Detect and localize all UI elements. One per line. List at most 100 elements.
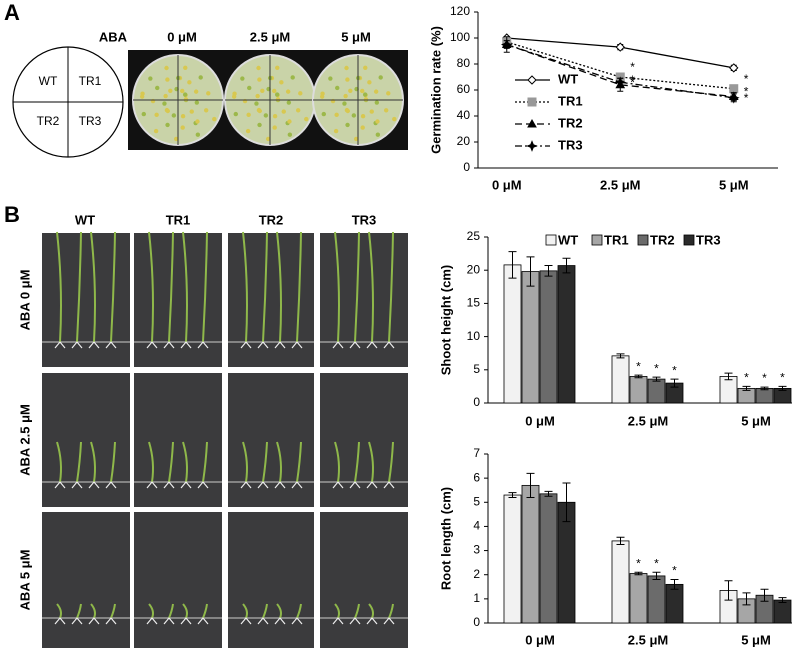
genotype-label: TR2 xyxy=(259,212,284,227)
seed xyxy=(198,75,203,80)
y-tick-label: 120 xyxy=(450,4,470,18)
x-tick-label: 2.5 μM xyxy=(628,632,668,647)
line xyxy=(506,43,734,99)
root xyxy=(71,617,83,625)
root xyxy=(349,617,361,625)
shoot xyxy=(388,231,394,343)
seed xyxy=(257,108,262,114)
shoot xyxy=(276,231,282,343)
error-bar xyxy=(562,257,571,274)
shoot xyxy=(276,441,282,483)
root xyxy=(257,341,269,349)
seed xyxy=(195,119,200,124)
shoot xyxy=(148,231,154,343)
y-tick-label: 3 xyxy=(473,543,480,557)
seed xyxy=(386,91,391,96)
photo xyxy=(42,512,130,648)
shoot xyxy=(296,603,302,619)
root xyxy=(291,481,303,489)
seedling-photos xyxy=(42,231,408,648)
seed xyxy=(378,75,383,80)
seed xyxy=(333,128,339,134)
seed xyxy=(279,80,284,85)
y-tick-label: 100 xyxy=(450,30,470,44)
root xyxy=(180,481,192,489)
seed xyxy=(203,108,209,113)
seed xyxy=(246,112,251,118)
seed xyxy=(342,101,347,106)
shoot xyxy=(368,231,374,343)
seed xyxy=(247,85,252,91)
root xyxy=(105,481,117,489)
significance: * xyxy=(630,75,635,89)
seed xyxy=(141,111,146,117)
bar xyxy=(611,540,630,624)
y-tick-label: 0 xyxy=(473,395,480,409)
shoot xyxy=(182,441,188,483)
seed xyxy=(254,101,259,106)
photo xyxy=(228,512,314,648)
legend-swatch xyxy=(637,234,649,246)
seed xyxy=(187,80,192,85)
legend-swatch xyxy=(545,234,557,246)
seed xyxy=(265,136,271,142)
seed xyxy=(374,100,380,105)
legend-marker xyxy=(527,118,537,128)
legend-label: TR3 xyxy=(696,232,721,247)
y-tick-label: 80 xyxy=(457,56,471,70)
error-bar xyxy=(724,580,733,601)
y-tick-label: 5 xyxy=(473,362,480,376)
root xyxy=(332,341,344,349)
root xyxy=(180,341,192,349)
point xyxy=(729,63,739,73)
seed xyxy=(375,132,381,137)
y-tick-label: 0 xyxy=(473,615,480,629)
root xyxy=(88,617,100,625)
root xyxy=(366,617,378,625)
y-tick-label: 15 xyxy=(467,296,481,310)
shoot xyxy=(262,231,268,343)
shoot xyxy=(388,603,394,619)
photo xyxy=(42,373,130,507)
shoot xyxy=(76,441,82,483)
root xyxy=(257,617,269,625)
error-bar xyxy=(562,482,571,523)
seed xyxy=(285,89,291,94)
x-tick-label: 2.5 μM xyxy=(628,413,668,428)
bar xyxy=(521,271,540,404)
y-tick-label: 6 xyxy=(473,470,480,484)
root xyxy=(105,617,117,625)
seed xyxy=(148,76,153,81)
treatment-label: 2.5 μM xyxy=(250,29,290,44)
seed xyxy=(345,108,350,114)
shoot xyxy=(276,603,282,619)
seed xyxy=(153,128,159,134)
root xyxy=(349,341,361,349)
y-tick-label: 2 xyxy=(473,567,480,581)
seed xyxy=(139,94,145,99)
seed xyxy=(272,88,277,94)
root xyxy=(274,341,286,349)
bar xyxy=(755,387,774,404)
seed xyxy=(183,97,189,102)
root xyxy=(383,481,395,489)
genotype-label: TR1 xyxy=(166,212,191,227)
error-bar xyxy=(526,256,535,287)
significance: * xyxy=(654,361,659,375)
y-tick-label: 5 xyxy=(473,494,480,508)
seed xyxy=(272,125,277,130)
y-tick-label: 0 xyxy=(463,160,470,174)
error-bar xyxy=(544,265,553,277)
root xyxy=(105,341,117,349)
seed xyxy=(304,116,309,122)
seed xyxy=(275,97,281,102)
seed xyxy=(274,92,280,97)
significance: * xyxy=(780,371,785,385)
root xyxy=(240,481,252,489)
shoot xyxy=(242,603,248,619)
seed xyxy=(182,92,188,97)
root xyxy=(146,617,158,625)
bar xyxy=(665,583,684,624)
seed xyxy=(180,88,185,94)
error-bar xyxy=(760,588,769,602)
